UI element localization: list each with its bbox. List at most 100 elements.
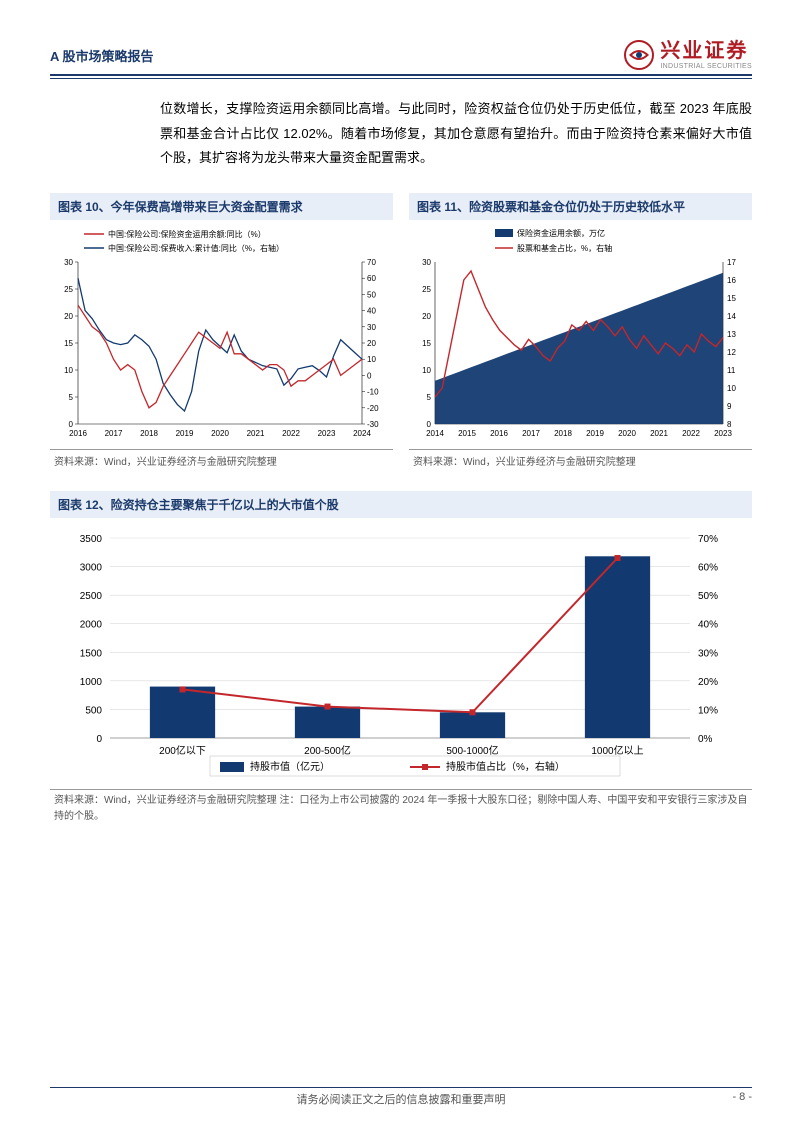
svg-text:25: 25 (422, 285, 431, 294)
svg-text:20: 20 (422, 312, 431, 321)
svg-text:16: 16 (727, 276, 736, 285)
svg-text:10: 10 (727, 384, 736, 393)
svg-text:-20: -20 (367, 404, 379, 413)
chart-12-title: 图表 12、险资持仓主要聚焦于千亿以上的大市值个股 (50, 491, 752, 518)
svg-text:15: 15 (64, 339, 73, 348)
svg-text:20: 20 (64, 312, 73, 321)
chart-12: 0 500 1000 1500 2000 2500 3000 3500 0% 10% 20% 30% 4… (50, 524, 752, 787)
svg-text:2017: 2017 (522, 429, 540, 438)
chart-12-panel: 图表 12、险资持仓主要聚焦于千亿以上的大市值个股 0 500 1000 1500 20… (50, 491, 752, 828)
svg-text:2022: 2022 (682, 429, 700, 438)
svg-text:5: 5 (69, 393, 74, 402)
svg-text:0: 0 (427, 420, 432, 429)
svg-text:200亿以下: 200亿以下 (159, 744, 206, 757)
svg-text:2021: 2021 (650, 429, 668, 438)
svg-text:2024: 2024 (353, 429, 371, 438)
svg-text:0: 0 (69, 420, 74, 429)
svg-text:-30: -30 (367, 420, 379, 429)
svg-text:10: 10 (367, 355, 376, 364)
svg-text:14: 14 (727, 312, 736, 321)
chart-10: 中国:保险公司:保险资金运用余额:同比（%） 中国:保险公司:保费收入:累计值:同… (50, 224, 393, 447)
svg-text:中国:保险公司:保险资金运用余额:同比（%）: 中国:保险公司:保险资金运用余额:同比（%） (108, 229, 266, 239)
page-footer: 请务必阅读正文之后的信息披露和重要声明 - 8 - (50, 1087, 752, 1107)
svg-text:500: 500 (85, 705, 102, 716)
svg-text:8: 8 (727, 420, 732, 429)
svg-text:40: 40 (367, 307, 376, 316)
svg-text:30%: 30% (698, 648, 718, 659)
report-title: A 股市场策略报告 (50, 46, 154, 65)
svg-text:0: 0 (96, 734, 102, 745)
svg-text:股票和基金占比，%，右轴: 股票和基金占比，%，右轴 (517, 243, 612, 253)
svg-text:持股市值占比（%，右轴）: 持股市值占比（%，右轴） (446, 760, 565, 773)
svg-text:2016: 2016 (69, 429, 87, 438)
body-paragraph: 位数增长，支撑险资运用余额同比高增。与此同时，险资权益仓位仍处于历史低位，截至 … (160, 97, 752, 171)
svg-text:30: 30 (422, 258, 431, 267)
svg-text:1500: 1500 (80, 648, 103, 659)
svg-text:保险资金运用余额，万亿: 保险资金运用余额，万亿 (517, 228, 605, 238)
svg-text:2021: 2021 (247, 429, 265, 438)
svg-text:持股市值（亿元）: 持股市值（亿元） (250, 760, 330, 773)
svg-text:200-500亿: 200-500亿 (304, 744, 351, 757)
svg-text:10: 10 (64, 366, 73, 375)
svg-text:13: 13 (727, 330, 736, 339)
svg-text:70%: 70% (698, 534, 718, 545)
page-header: A 股市场策略报告 兴业证券 INDUSTRIAL SECURITIES (50, 40, 752, 76)
svg-text:2022: 2022 (282, 429, 300, 438)
svg-text:2015: 2015 (458, 429, 476, 438)
svg-text:11: 11 (727, 366, 736, 375)
svg-text:30: 30 (64, 258, 73, 267)
svg-text:0: 0 (367, 371, 372, 380)
svg-text:2016: 2016 (490, 429, 508, 438)
svg-text:-10: -10 (367, 388, 379, 397)
svg-text:1000亿以上: 1000亿以上 (591, 744, 643, 757)
svg-text:2000: 2000 (80, 620, 103, 631)
svg-text:2020: 2020 (211, 429, 229, 438)
svg-text:0%: 0% (698, 734, 713, 745)
svg-text:2019: 2019 (586, 429, 604, 438)
svg-text:9: 9 (727, 402, 732, 411)
svg-text:50%: 50% (698, 591, 718, 602)
svg-text:10: 10 (422, 366, 431, 375)
logo-text-en: INDUSTRIAL SECURITIES (660, 63, 752, 70)
svg-text:2500: 2500 (80, 591, 103, 602)
svg-text:60: 60 (367, 274, 376, 283)
chart-10-source: 资料来源：Wind，兴业证券经济与金融研究院整理 (50, 449, 393, 471)
chart-10-title: 图表 10、今年保费高增带来巨大资金配置需求 (50, 193, 393, 220)
svg-text:2018: 2018 (140, 429, 158, 438)
svg-text:70: 70 (367, 258, 376, 267)
svg-text:2023: 2023 (318, 429, 336, 438)
chart-11-source: 资料来源：Wind，兴业证券经济与金融研究院整理 (409, 449, 752, 471)
svg-text:2018: 2018 (554, 429, 572, 438)
svg-text:3500: 3500 (80, 534, 103, 545)
svg-text:2023: 2023 (714, 429, 732, 438)
svg-text:40%: 40% (698, 620, 718, 631)
svg-text:1000: 1000 (80, 677, 103, 688)
chart-11-panel: 图表 11、险资股票和基金仓位仍处于历史较低水平 保险资金运用余额，万亿股票和基… (409, 193, 752, 471)
svg-text:12: 12 (727, 348, 736, 357)
chart-12-source: 资料来源：Wind，兴业证券经济与金融研究院整理 注：口径为上市公司披露的 20… (50, 789, 752, 828)
svg-text:500-1000亿: 500-1000亿 (446, 744, 498, 757)
svg-text:50: 50 (367, 290, 376, 299)
company-logo: 兴业证券 INDUSTRIAL SECURITIES (624, 40, 752, 70)
svg-text:5: 5 (427, 393, 432, 402)
svg-text:20%: 20% (698, 677, 718, 688)
svg-text:20: 20 (367, 339, 376, 348)
svg-text:2017: 2017 (105, 429, 123, 438)
svg-text:中国:保险公司:保费收入:累计值:同比（%，右轴）: 中国:保险公司:保费收入:累计值:同比（%，右轴） (108, 243, 284, 253)
svg-text:30: 30 (367, 323, 376, 332)
chart-11-title: 图表 11、险资股票和基金仓位仍处于历史较低水平 (409, 193, 752, 220)
svg-text:3000: 3000 (80, 563, 103, 574)
logo-icon (624, 40, 654, 70)
svg-text:60%: 60% (698, 563, 718, 574)
svg-text:17: 17 (727, 258, 736, 267)
svg-text:2020: 2020 (618, 429, 636, 438)
svg-text:10%: 10% (698, 705, 718, 716)
svg-text:15: 15 (422, 339, 431, 348)
chart-11: 保险资金运用余额，万亿股票和基金占比，%，右轴 0 5 10 15 20 25 30 8 9 10 1… (409, 224, 752, 447)
svg-text:15: 15 (727, 294, 736, 303)
chart-10-panel: 图表 10、今年保费高增带来巨大资金配置需求 中国:保险公司:保险资金运用余额:… (50, 193, 393, 471)
svg-text:25: 25 (64, 285, 73, 294)
footer-disclaimer: 请务必阅读正文之后的信息披露和重要声明 (90, 1091, 712, 1107)
svg-text:2019: 2019 (176, 429, 194, 438)
logo-text-cn: 兴业证券 (660, 41, 752, 61)
